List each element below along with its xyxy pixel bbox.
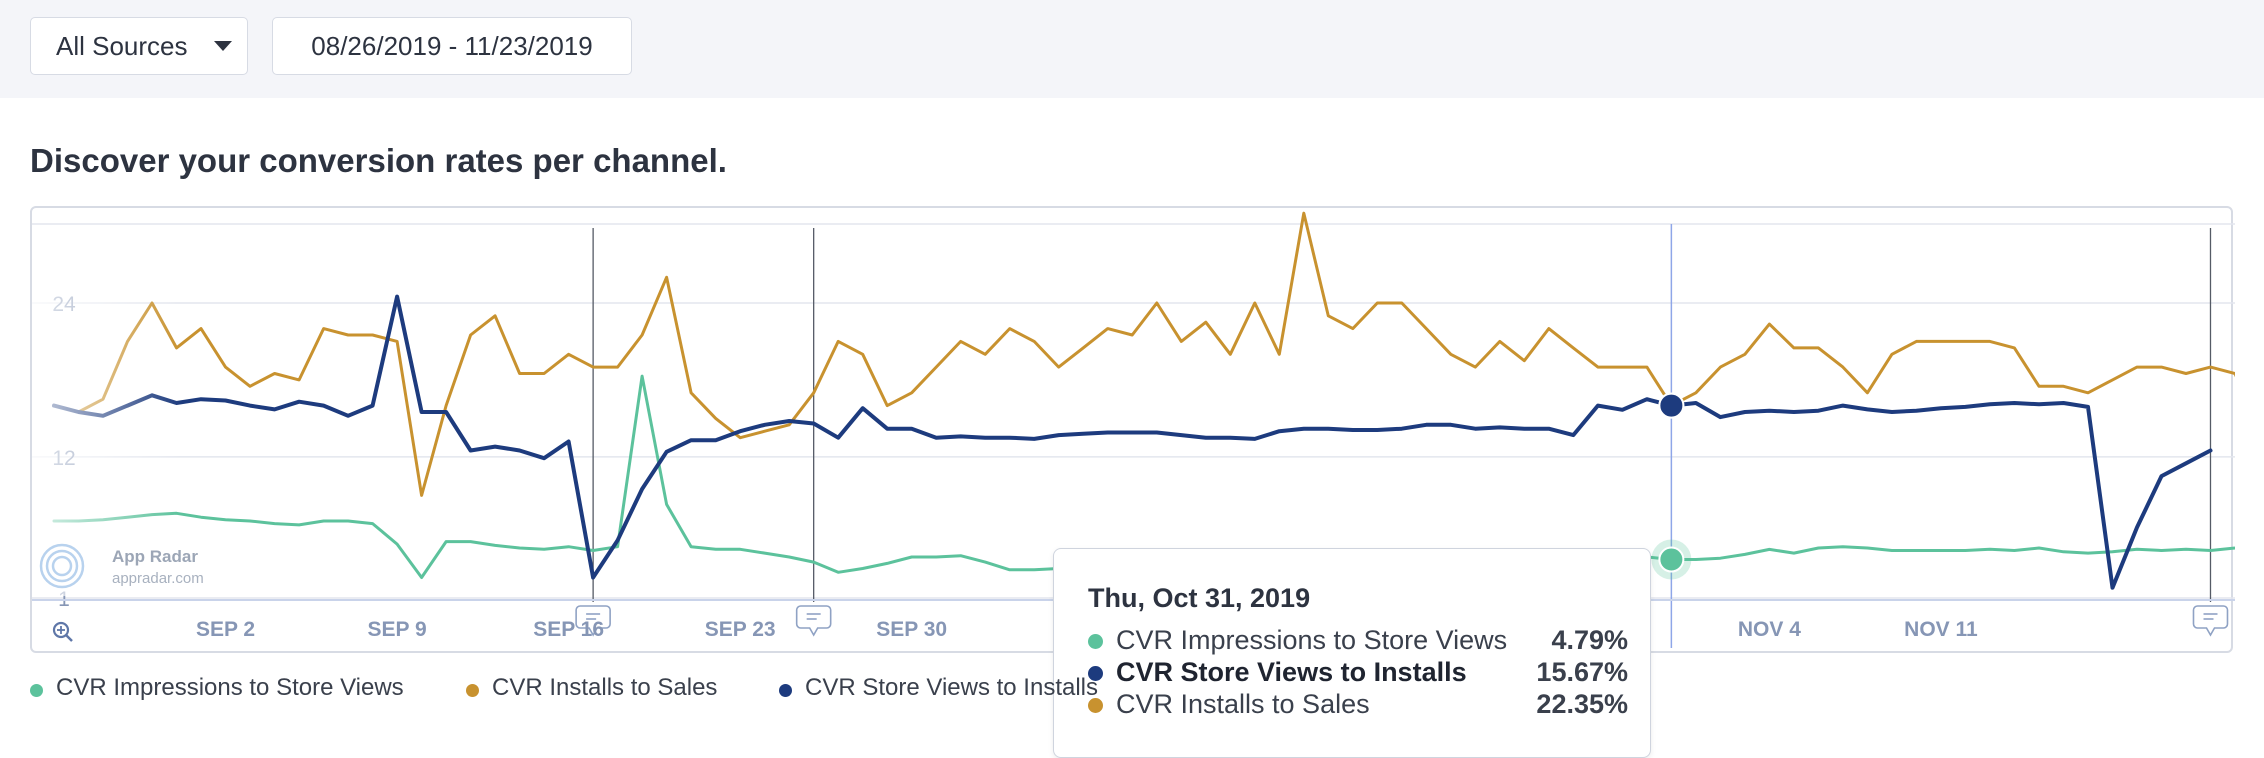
tooltip-row-label: CVR Impressions to Store Views bbox=[1116, 625, 1508, 655]
date-range-picker[interactable]: 08/26/2019 - 11/23/2019 bbox=[272, 17, 632, 75]
series-color-dot bbox=[1088, 666, 1103, 681]
legend-color-dot bbox=[466, 684, 479, 697]
tooltip-row-installs-sales: CVR Installs to Sales 22.35% bbox=[1088, 689, 1628, 721]
chart-tooltip: Thu, Oct 31, 2019 CVR Impressions to Sto… bbox=[1053, 548, 1651, 758]
watermark-name: App Radar bbox=[112, 547, 198, 566]
series-line-installs-sales[interactable] bbox=[52, 211, 2235, 497]
source-dropdown[interactable]: All Sources bbox=[30, 17, 248, 75]
legend-label: CVR Installs to Sales bbox=[492, 674, 718, 701]
x-tick-label: SEP 16 bbox=[533, 618, 604, 641]
tooltip-date: Thu, Oct 31, 2019 bbox=[1088, 583, 1311, 613]
x-tick-label: SEP 2 bbox=[196, 618, 255, 641]
zoom-icon-handle bbox=[65, 634, 73, 642]
caret-down-icon bbox=[213, 41, 232, 51]
tooltip-row-value: 22.35% bbox=[1536, 689, 1628, 719]
annotation-comment-icon[interactable] bbox=[795, 605, 832, 637]
tooltip-row-value: 4.79% bbox=[1551, 625, 1628, 655]
app-radar-logo bbox=[39, 543, 85, 589]
tooltip-row-views-installs: CVR Store Views to Installs 15.67% bbox=[1088, 657, 1628, 689]
annotation-comment-icon[interactable] bbox=[2192, 605, 2229, 637]
legend-color-dot bbox=[30, 684, 43, 697]
x-tick-label: SEP 30 bbox=[876, 618, 947, 641]
watermark-url: appradar.com bbox=[112, 570, 204, 587]
highlight-point bbox=[1658, 546, 1685, 573]
x-tick-label: NOV 4 bbox=[1738, 618, 1801, 641]
left-fade-overlay bbox=[32, 226, 182, 596]
series-line-views-installs[interactable] bbox=[52, 294, 2213, 590]
x-tick-label: SEP 9 bbox=[368, 618, 427, 641]
tooltip-row-value: 15.67% bbox=[1536, 657, 1628, 687]
x-tick-label: SEP 23 bbox=[705, 618, 776, 641]
tooltip-row-impressions: CVR Impressions to Store Views 4.79% bbox=[1088, 625, 1628, 657]
annotation-comment-icon[interactable] bbox=[575, 605, 611, 637]
tooltip-row-label: CVR Store Views to Installs bbox=[1116, 657, 1467, 687]
app-radar-logo bbox=[45, 549, 79, 583]
source-dropdown-label: All Sources bbox=[56, 30, 188, 61]
series-color-dot bbox=[1088, 698, 1103, 713]
app-radar-logo bbox=[51, 555, 73, 577]
tooltip-row-label: CVR Installs to Sales bbox=[1116, 689, 1370, 719]
x-tick-label: NOV 11 bbox=[1904, 618, 1978, 641]
series-color-dot bbox=[1088, 634, 1103, 649]
legend-color-dot bbox=[779, 684, 792, 697]
zoom-icon[interactable] bbox=[52, 621, 70, 639]
page-subtitle: Discover your conversion rates per chann… bbox=[30, 142, 727, 179]
legend-label: CVR Impressions to Store Views bbox=[56, 674, 404, 701]
legend-label: CVR Store Views to Installs bbox=[805, 674, 1099, 701]
filter-toolbar: All Sources 08/26/2019 - 11/23/2019 bbox=[0, 0, 2264, 98]
highlight-point bbox=[1658, 392, 1685, 419]
date-range-label: 08/26/2019 - 11/23/2019 bbox=[311, 30, 593, 61]
